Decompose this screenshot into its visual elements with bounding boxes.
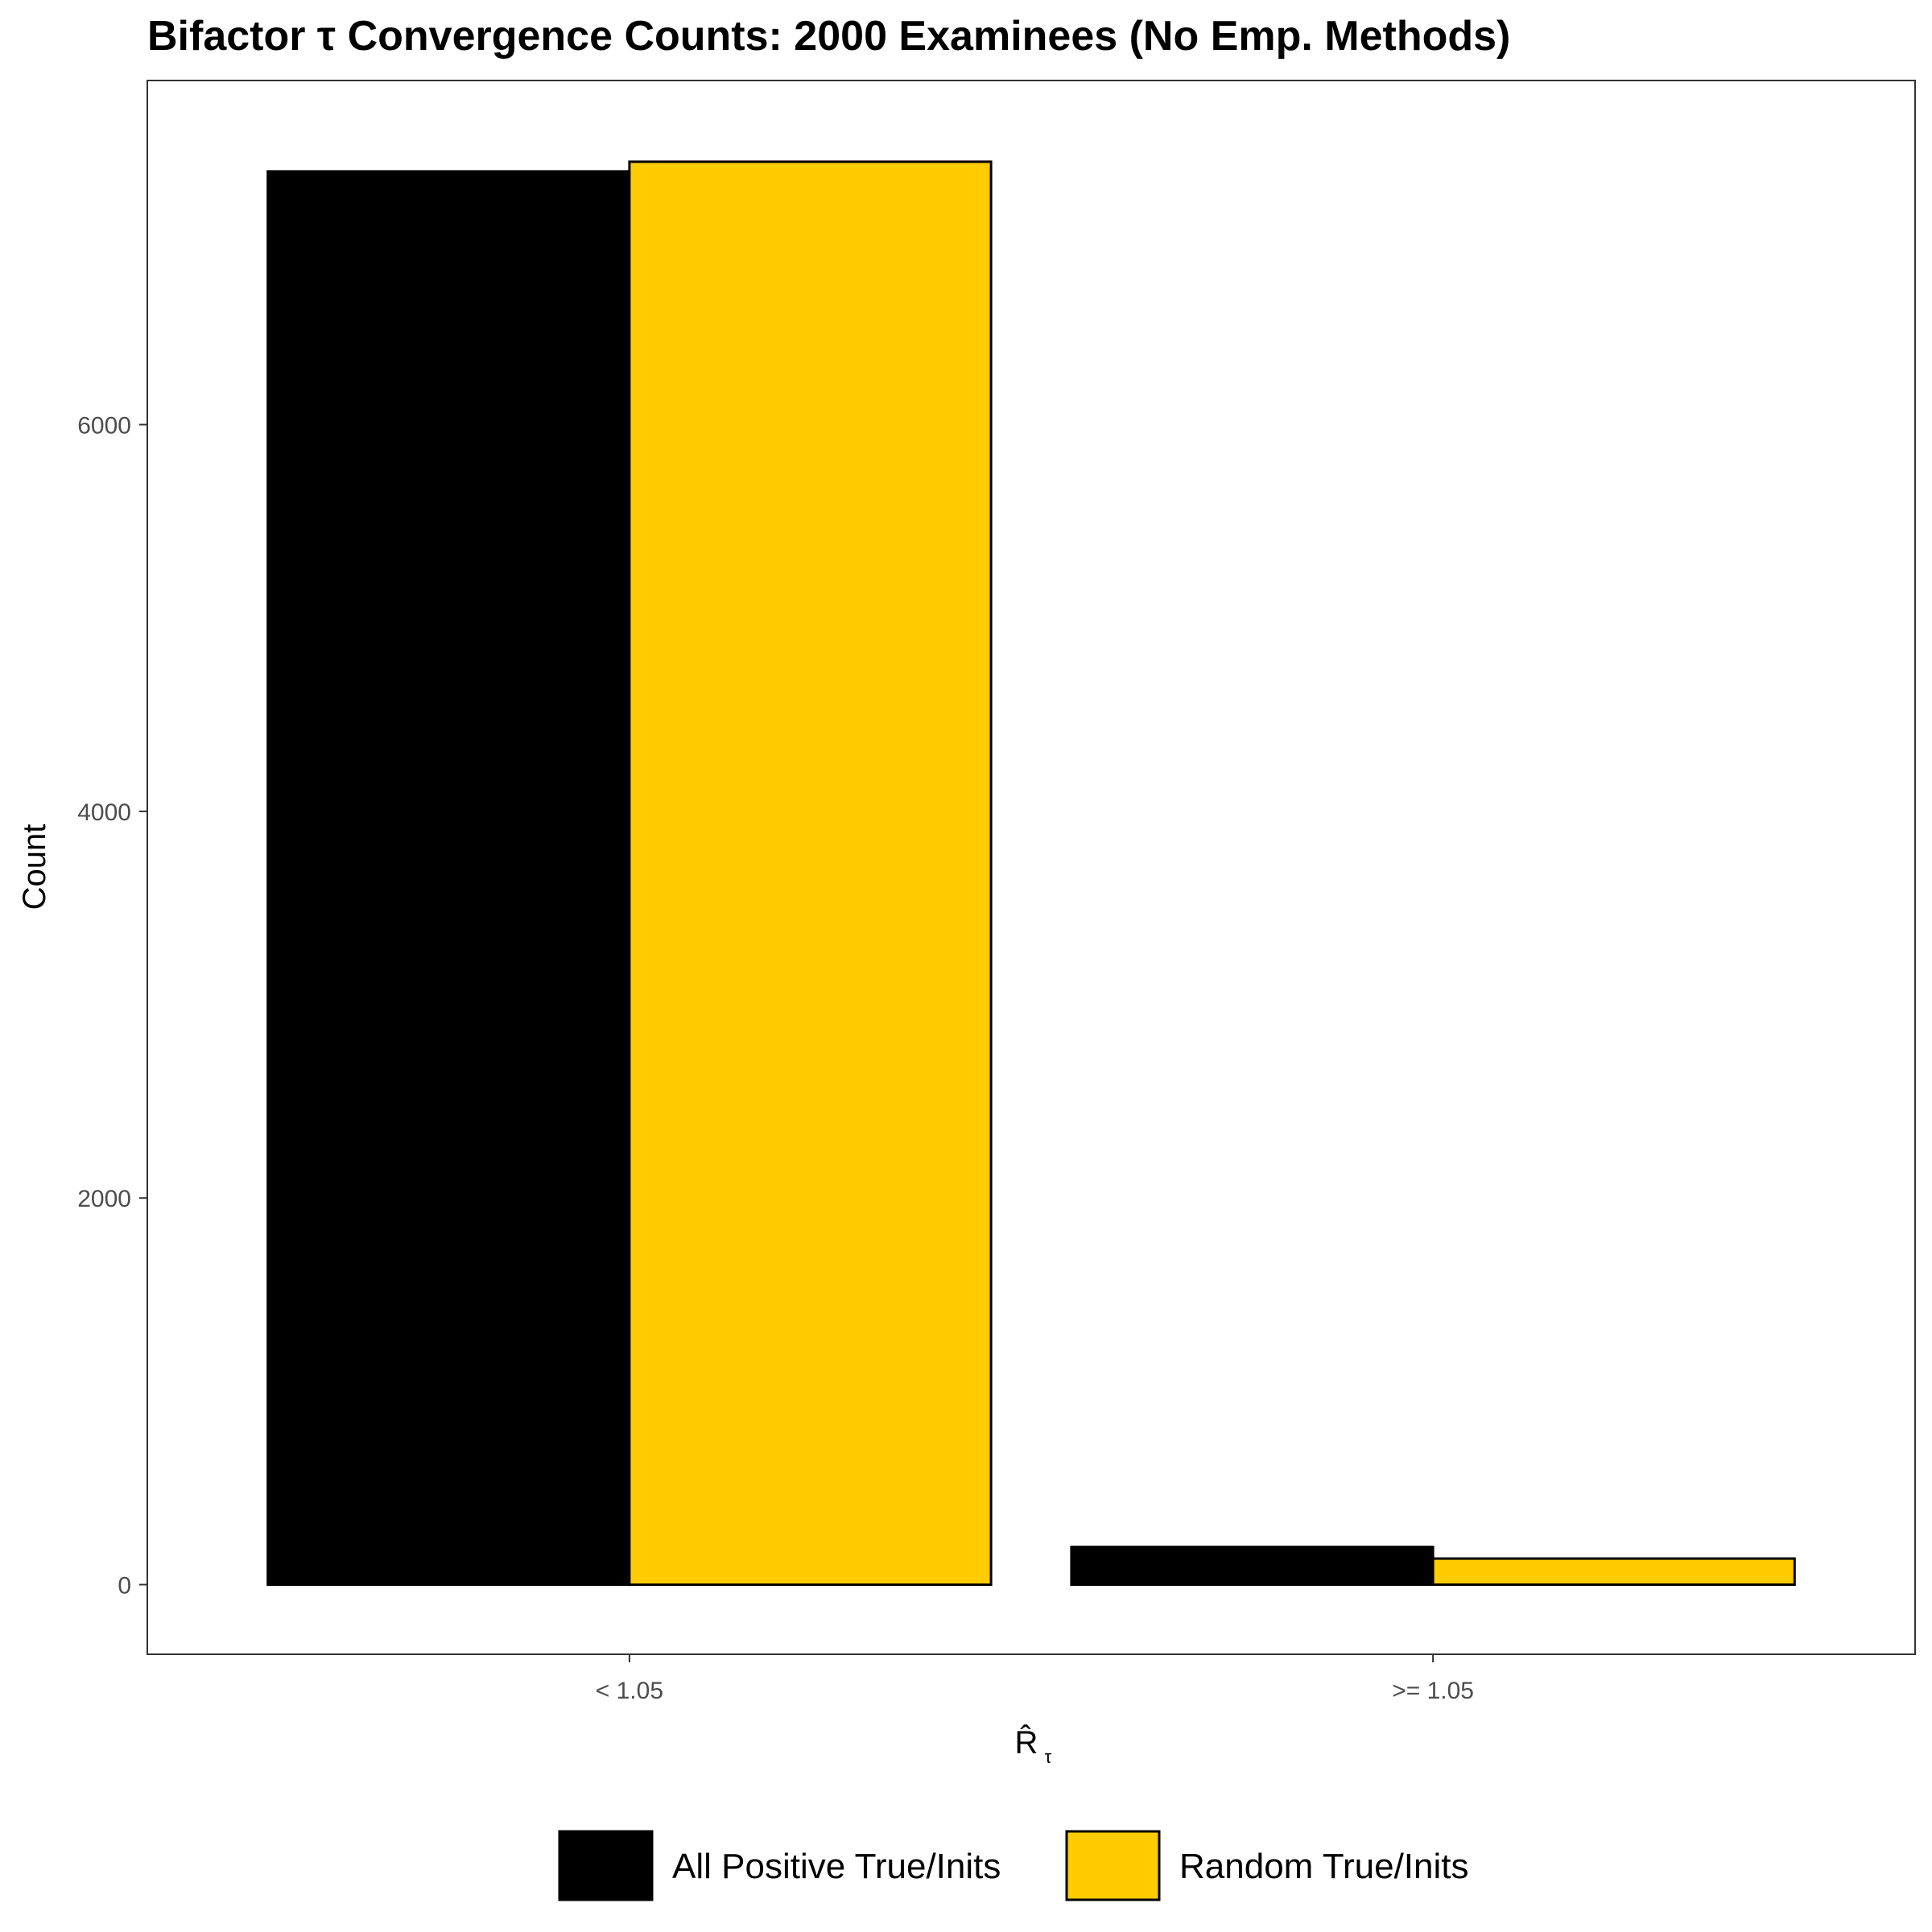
legend-key-all-positive-true-inits bbox=[558, 1830, 654, 1901]
legend: All Positive True/Inits Random True/Inits bbox=[558, 1830, 1469, 1901]
y-tick-label: 4000 bbox=[77, 799, 131, 826]
chart-title: Bifactor τ Convergence Counts: 2000 Exam… bbox=[147, 13, 1510, 60]
x-axis-title: R̂ τ bbox=[1015, 1724, 1052, 1767]
y-tick-label: 6000 bbox=[77, 413, 131, 440]
legend-key-random-true-inits bbox=[1065, 1830, 1161, 1901]
bar-all-positive-true-inits-0 bbox=[266, 170, 631, 1587]
bar-random-true-inits-1 bbox=[1431, 1557, 1796, 1586]
y-axis-title: Count bbox=[17, 824, 52, 910]
x-axis: < 1.05 >= 1.05 bbox=[596, 1654, 1474, 1704]
x-tick-label: < 1.05 bbox=[596, 1678, 663, 1704]
bars-layer bbox=[266, 160, 1796, 1587]
y-tick-label: 2000 bbox=[77, 1186, 131, 1212]
legend-label-random-true-inits: Random True/Inits bbox=[1179, 1847, 1469, 1886]
x-axis-title-subscript: τ bbox=[1045, 1747, 1052, 1767]
legend-label-all-positive-true-inits: All Positive True/Inits bbox=[672, 1847, 1001, 1886]
bar-all-positive-true-inits-1 bbox=[1070, 1546, 1435, 1586]
x-tick-label: >= 1.05 bbox=[1392, 1678, 1474, 1704]
bar-random-true-inits-0 bbox=[628, 160, 993, 1587]
y-axis: 0 2000 4000 6000 bbox=[77, 413, 147, 1600]
y-tick-label: 0 bbox=[118, 1573, 131, 1600]
x-axis-title-main: R̂ bbox=[1015, 1724, 1038, 1761]
